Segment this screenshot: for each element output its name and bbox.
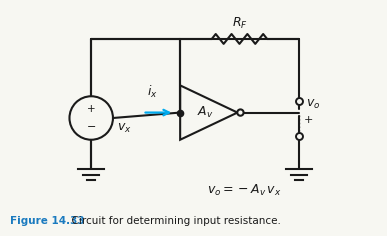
Text: $v_o$: $v_o$ [306,98,320,111]
Text: $v_o = -A_v\,v_x$: $v_o = -A_v\,v_x$ [207,183,282,198]
Text: Figure 14.33: Figure 14.33 [10,216,85,226]
Text: $R_F$: $R_F$ [231,16,247,31]
Text: +: + [304,114,313,125]
Text: $A_v$: $A_v$ [197,105,213,120]
Text: +: + [87,104,96,114]
Text: Circuit for determining input resistance.: Circuit for determining input resistance… [65,216,281,226]
Text: $i_x$: $i_x$ [147,84,158,100]
Text: $v_x$: $v_x$ [117,122,132,135]
Text: −: − [87,122,96,132]
